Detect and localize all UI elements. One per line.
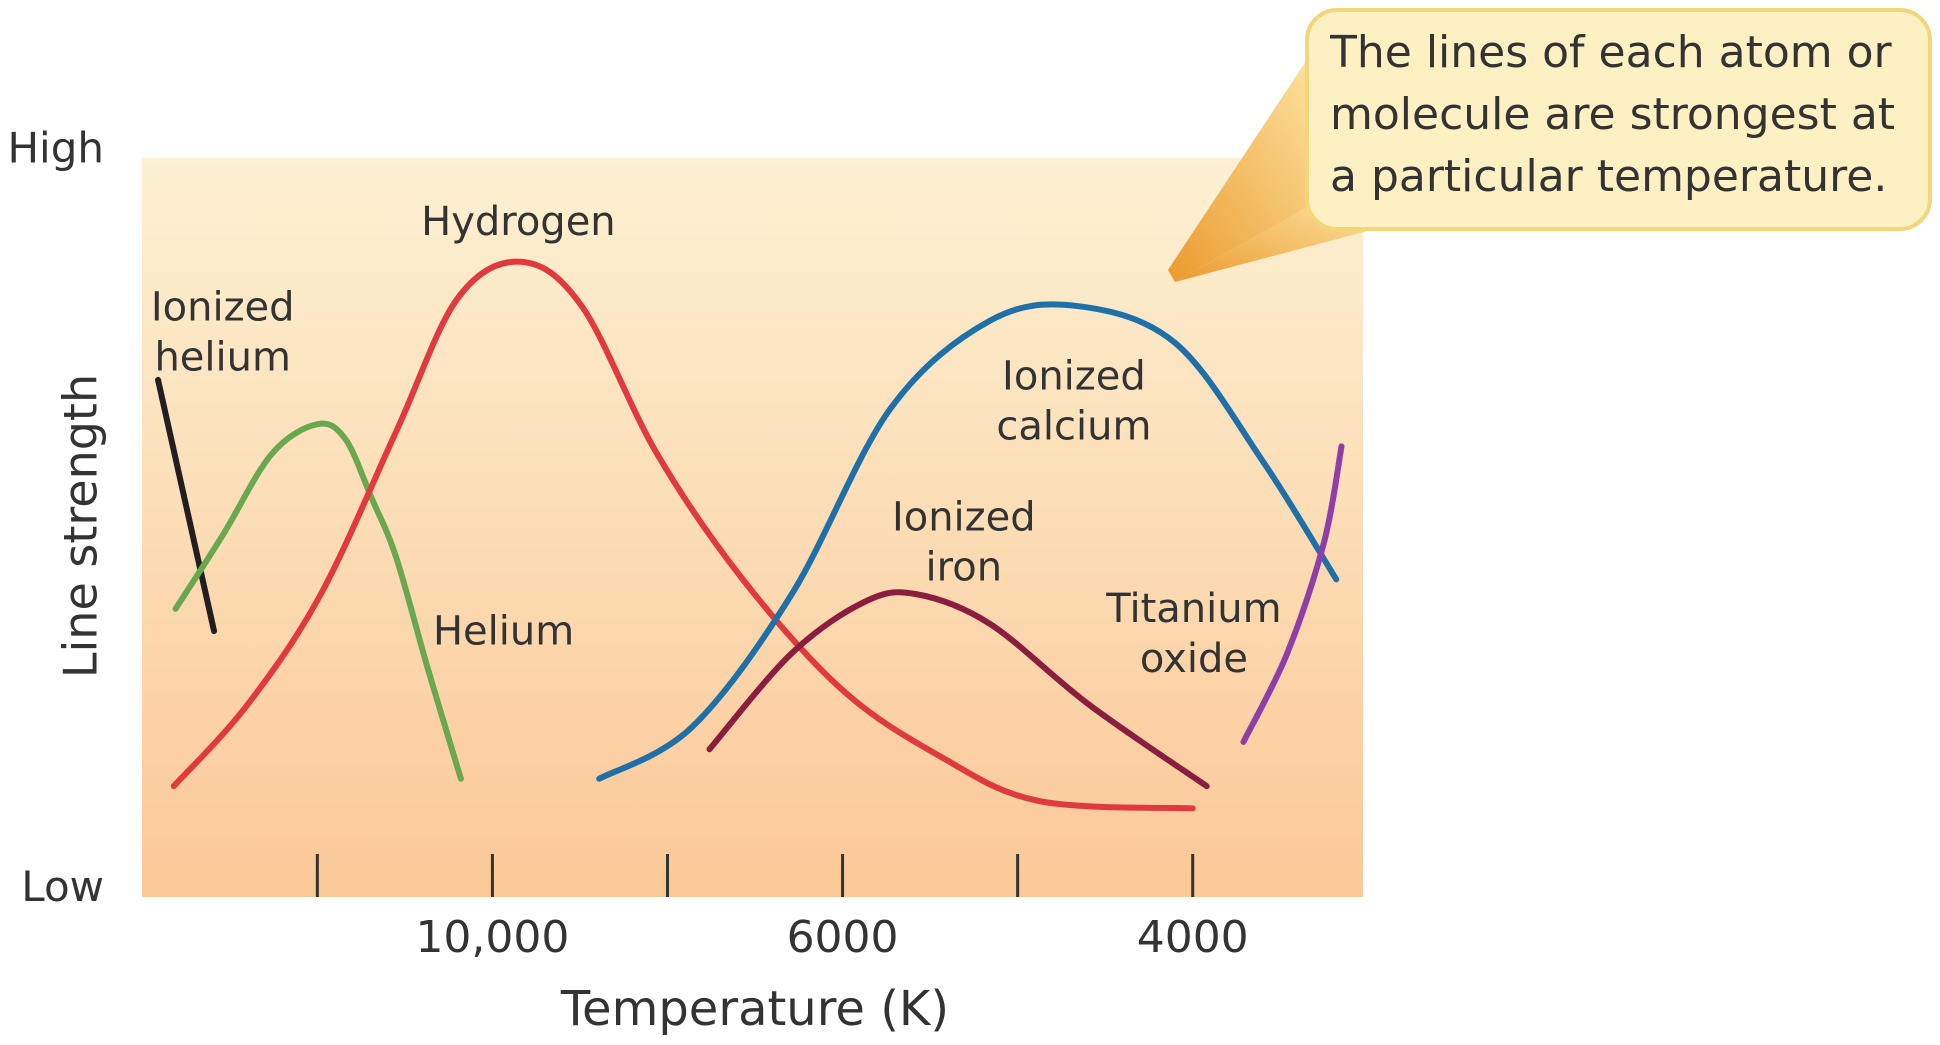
callout-box xyxy=(1305,8,1932,231)
y-tick-label: Low xyxy=(21,862,104,911)
series-label: Ionized calcium xyxy=(996,354,1151,450)
series-label: Helium xyxy=(433,608,574,654)
series-line xyxy=(170,258,1196,812)
x-tick-label: 10,000 xyxy=(415,912,569,963)
series-label-line: Ionized xyxy=(1002,354,1146,400)
callout: The lines of each atom or molecule are s… xyxy=(1330,27,1896,202)
series-label-line: Ionized xyxy=(151,284,295,330)
callout-pointer xyxy=(1168,40,1320,282)
series-line xyxy=(706,589,1210,790)
series-label: Titanium oxide xyxy=(1105,586,1281,682)
series-label-line: oxide xyxy=(1140,636,1248,682)
series-label-line: Ionized xyxy=(892,495,1036,541)
y-axis-label: Line strength xyxy=(54,374,108,678)
series-label: Ionized iron xyxy=(892,495,1036,591)
series-label-line: iron xyxy=(926,545,1003,591)
y-tick-label: High xyxy=(7,123,104,172)
plot-area xyxy=(142,158,1363,897)
series-label: Hydrogen xyxy=(421,199,616,245)
series-label-line: helium xyxy=(154,334,291,380)
series-line xyxy=(596,301,1340,782)
series-line xyxy=(1240,443,1345,745)
series-label-line: calcium xyxy=(996,404,1151,450)
callout-text: The lines of each atom or molecule are s… xyxy=(1330,27,1896,202)
series-line xyxy=(155,376,218,635)
series-line xyxy=(172,420,464,782)
series-label-line: Titanium xyxy=(1105,586,1281,632)
x-tick-label: 4000 xyxy=(1137,912,1249,963)
series-label: Ionized helium xyxy=(151,284,295,380)
x-axis-label: Temperature (K) xyxy=(560,981,949,1037)
x-tick-label: 6000 xyxy=(787,912,899,963)
